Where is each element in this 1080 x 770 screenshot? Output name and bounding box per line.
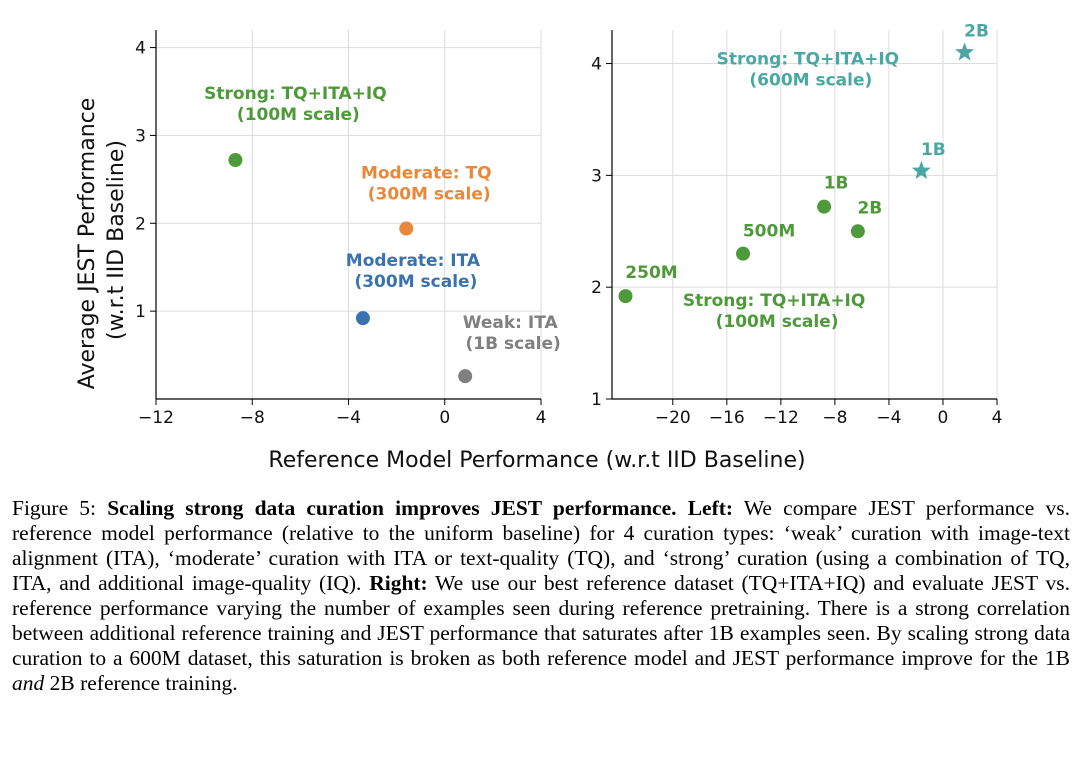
right-point-250M xyxy=(618,289,633,304)
right-point-label-250M: 250M xyxy=(625,263,677,283)
right-point-1B xyxy=(817,199,832,214)
right-star-label-2B: 2B xyxy=(964,21,989,41)
left-point-strong xyxy=(228,153,243,168)
right-x-tick-label: −4 xyxy=(876,408,901,428)
x-axis-title: Reference Model Performance (w.r.t IID B… xyxy=(268,448,805,473)
figure-5: −12 −8 −4 0 4 1 2 3 4 Strong: TQ+ITA+IQ (100M sca… xyxy=(75,21,1002,473)
right-point-label-1B: 1B xyxy=(824,174,849,194)
left-y-tick-label: 3 xyxy=(135,126,146,146)
right-series-label-100m: Strong: TQ+ITA+IQ (100M scale) xyxy=(683,291,866,332)
left-x-tick-label: 4 xyxy=(536,408,547,428)
left-label-moderate-tq: Moderate: TQ (300M scale) xyxy=(361,164,492,205)
caption-right-text-1: We use our best reference dataset (TQ+IT… xyxy=(12,571,1070,670)
left-x-tick-label: 0 xyxy=(439,408,450,428)
right-x-tick-label: 4 xyxy=(992,408,1003,428)
right-star-label-1B: 1B xyxy=(921,140,946,160)
right-y-tick-label: 3 xyxy=(591,166,602,186)
caption-title: Scaling strong data curation improves JE… xyxy=(107,496,677,520)
right-x-tick-label: −8 xyxy=(822,408,847,428)
left-point-weak xyxy=(458,369,473,384)
left-point-moderate-tq xyxy=(399,221,414,236)
right-point-label-500M: 500M xyxy=(743,222,795,242)
right-y-tick-label: 4 xyxy=(591,55,602,75)
left-label-moderate-ita: Moderate: ITA (300M scale) xyxy=(346,251,481,292)
caption-right-text-2: 2B reference training. xyxy=(44,671,238,695)
caption-label: Figure 5: xyxy=(12,496,108,520)
figure-caption: Figure 5: Scaling strong data curation i… xyxy=(12,496,1070,696)
left-label-strong: Strong: TQ+ITA+IQ (100M scale) xyxy=(204,84,387,125)
left-label-weak: Weak: ITA (1B scale) xyxy=(460,313,561,354)
right-point-label-2B: 2B xyxy=(857,198,882,218)
right-series-label-600m: Strong: TQ+ITA+IQ (600M scale) xyxy=(717,49,900,90)
left-x-tick-label: −12 xyxy=(138,408,174,428)
right-point-500M xyxy=(736,246,751,261)
right-point-2B xyxy=(850,224,865,239)
caption-right-emphasis: and xyxy=(12,671,45,695)
left-x-tick-label: −4 xyxy=(336,408,361,428)
y-axis-title: Average JEST Performance (w.r.t IID Base… xyxy=(75,91,129,390)
right-x-tick-label: −16 xyxy=(709,408,745,428)
right-x-tick-label: −12 xyxy=(763,408,799,428)
left-y-tick-label: 4 xyxy=(135,39,146,59)
right-y-tick-label: 2 xyxy=(591,278,602,298)
right-scatter-plot: −20 −16 −12 −8 −4 0 4 1 2 3 4 250M 500M 1B 2B 1B 2B Stron… xyxy=(591,21,1002,428)
right-star-1B xyxy=(911,160,931,179)
left-x-tick-label: −8 xyxy=(240,408,265,428)
left-y-tick-label: 2 xyxy=(135,214,146,234)
left-point-moderate-ita xyxy=(355,311,370,326)
left-scatter-plot: −12 −8 −4 0 4 1 2 3 4 Strong: TQ+ITA+IQ (100M sca… xyxy=(135,30,561,428)
right-x-tick-label: −20 xyxy=(655,408,691,428)
right-y-tick-label: 1 xyxy=(591,390,602,410)
left-y-tick-label: 1 xyxy=(135,302,146,322)
caption-left-text: We compare JEST performance vs. referenc… xyxy=(12,496,1070,595)
caption-left-label: Left: xyxy=(687,496,734,520)
right-star-2B xyxy=(955,42,975,61)
right-x-tick-label: 0 xyxy=(938,408,949,428)
caption-right-label: Right: xyxy=(369,571,428,595)
